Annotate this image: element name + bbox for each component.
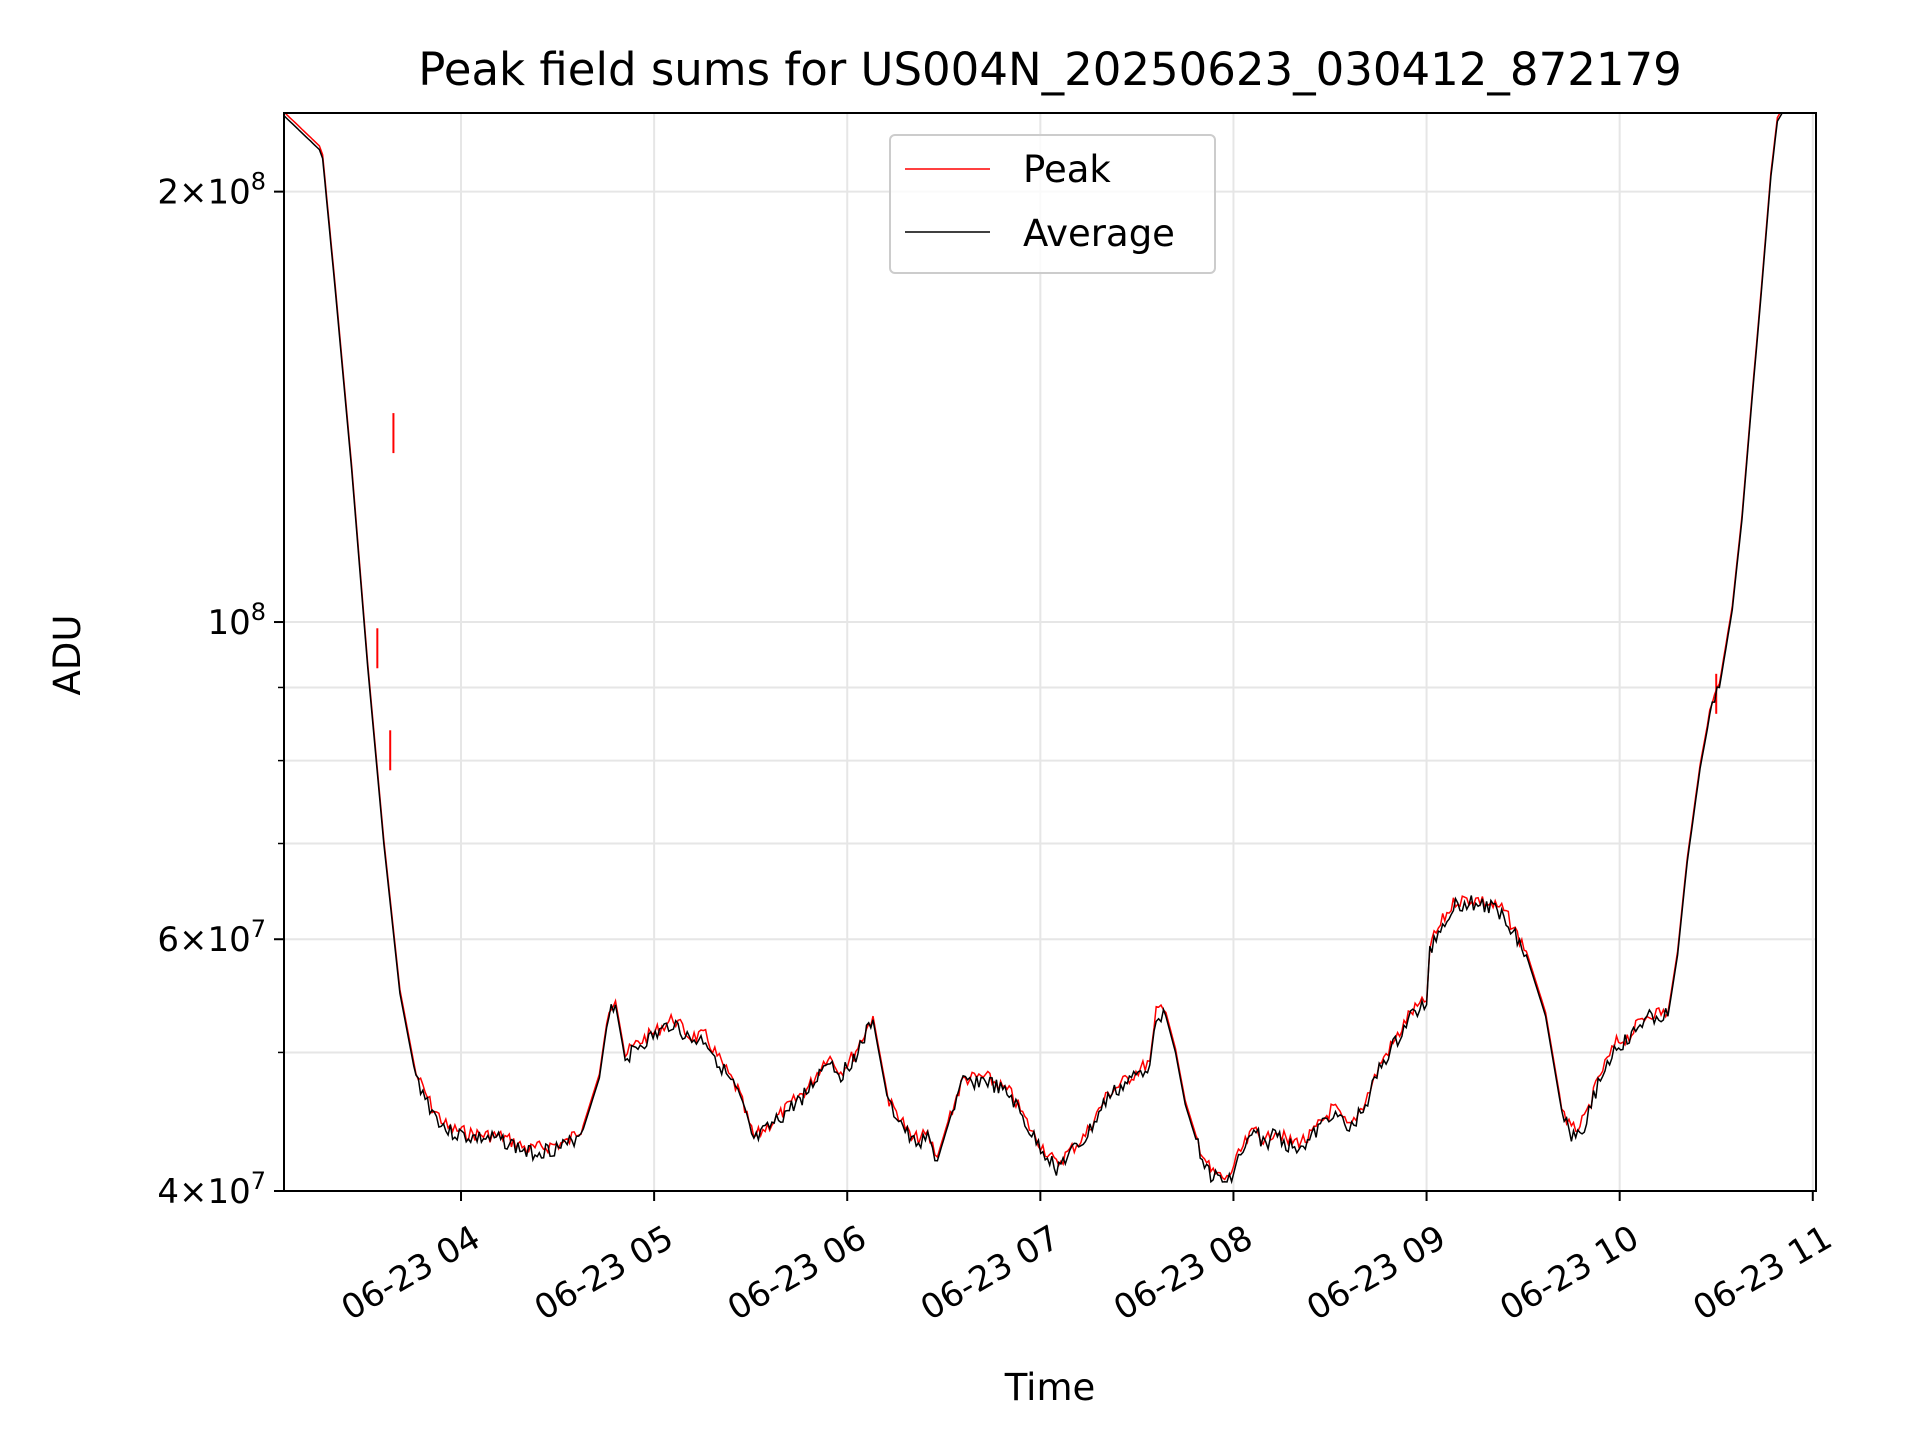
legend: Peak Average xyxy=(889,134,1216,274)
x-axis-label: Time xyxy=(1004,1366,1096,1409)
y-axis-label: ADU xyxy=(46,615,89,696)
chart-title: Peak field sums for US004N_20250623_0304… xyxy=(418,43,1681,96)
y-tick-label: 6×107 xyxy=(157,915,266,960)
series-line-average xyxy=(284,113,1784,1185)
y-tick-label: 108 xyxy=(207,598,266,643)
y-tick-label: 2×108 xyxy=(157,168,266,213)
legend-label-peak: Peak xyxy=(1023,148,1111,191)
y-tick-label: 4×107 xyxy=(157,1167,266,1212)
y-axis-ticks: 4×107 6×107 108 2×108 xyxy=(157,168,284,1212)
legend-label-average: Average xyxy=(1023,212,1175,255)
plot-frame xyxy=(283,112,1817,1192)
plot-series xyxy=(284,113,1784,1185)
